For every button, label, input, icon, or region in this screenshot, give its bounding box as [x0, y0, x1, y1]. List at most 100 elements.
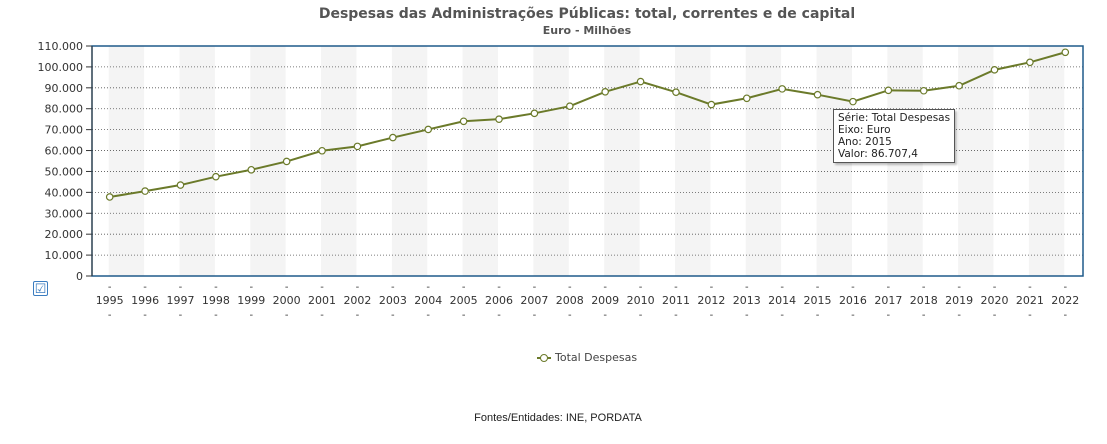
x-tick-label: 2005 [450, 294, 478, 307]
data-point [636, 77, 645, 86]
x-tick-mark: - [1028, 282, 1032, 293]
data-point [707, 100, 716, 109]
x-tick-mark: - [639, 282, 643, 293]
data-point [495, 115, 503, 123]
x-tick-mark: - [285, 310, 289, 321]
tooltip-year: Ano: 2015 [838, 136, 892, 148]
x-tick-mark: - [320, 282, 324, 293]
x-tick-label: 1995 [96, 294, 124, 307]
x-tick-label: 2007 [520, 294, 548, 307]
x-tick-mark: - [249, 310, 253, 321]
x-tick-mark: - [249, 282, 253, 293]
x-tick-mark: - [356, 282, 360, 293]
x-tick-mark: - [568, 282, 572, 293]
data-point [530, 109, 539, 118]
y-tick-label: 80.000 [45, 103, 84, 116]
data-point [282, 157, 291, 166]
x-tick-label: 2019 [945, 294, 973, 307]
plot-band [321, 46, 357, 276]
chart-subtitle: Euro - Milhões [542, 24, 632, 37]
y-tick-label: 100.000 [38, 61, 84, 74]
x-tick-mark: - [391, 310, 395, 321]
x-tick-mark: - [957, 310, 961, 321]
y-tick-label: 70.000 [45, 124, 84, 137]
y-tick-label: 0 [76, 270, 83, 283]
x-tick-label: 2013 [733, 294, 761, 307]
x-tick-mark: - [710, 282, 714, 293]
x-tick-label: 2016 [839, 294, 867, 307]
x-tick-label: 2010 [627, 294, 655, 307]
x-tick-mark: - [426, 282, 430, 293]
y-tick-label: 30.000 [45, 207, 84, 220]
x-tick-mark: - [285, 282, 289, 293]
x-tick-mark: - [1063, 310, 1067, 321]
x-tick-mark: - [851, 282, 855, 293]
data-point [105, 193, 114, 201]
x-tick-mark: - [816, 282, 820, 293]
chart-title: Despesas das Administrações Públicas: to… [318, 6, 856, 22]
x-tick-mark: - [108, 282, 112, 293]
x-tick-label: 2006 [485, 294, 513, 307]
x-tick-label: 2014 [768, 294, 796, 307]
tooltip-value: Valor: 86.707,4 [838, 148, 918, 160]
data-point [424, 125, 433, 134]
x-tick-mark: - [603, 310, 607, 321]
x-tick-label: 2020 [981, 294, 1009, 307]
x-tick-label: 2015 [804, 294, 832, 307]
data-point [884, 86, 893, 95]
data-point [247, 165, 256, 174]
x-tick-mark: - [745, 282, 749, 293]
x-tick-mark: - [497, 310, 501, 321]
data-point [778, 85, 786, 93]
x-tick-label: 1998 [202, 294, 230, 307]
x-tick-mark: - [533, 282, 537, 293]
x-tick-mark: - [497, 282, 501, 293]
y-tick-label: 50.000 [45, 165, 84, 178]
legend-label: Total Despesas [555, 351, 638, 364]
x-tick-label: 2003 [379, 294, 407, 307]
data-point [566, 102, 574, 111]
x-tick-mark: - [887, 282, 891, 293]
x-tick-mark: - [391, 282, 395, 293]
legend-marker-icon [537, 353, 551, 363]
plot-band [1028, 46, 1065, 276]
x-tick-mark: - [462, 310, 466, 321]
data-point [353, 142, 362, 151]
x-tick-mark: - [1028, 310, 1032, 321]
x-tick-mark: - [639, 310, 643, 321]
x-tick-mark: - [993, 282, 997, 293]
x-tick-mark: - [603, 282, 607, 293]
x-tick-mark: - [816, 310, 820, 321]
x-tick-label: 2012 [697, 294, 725, 307]
line-chart: 0 10.000 20.000 30.000 40.000 50.000 60.000 70.… [38, 40, 1084, 321]
data-tooltip: Série: Total Despesas Eixo: Euro Ano: 20… [833, 109, 956, 163]
data-point [955, 81, 963, 90]
series-line [109, 51, 1066, 198]
checkbox-icon[interactable]: ☑ [33, 281, 48, 297]
x-tick-mark: - [780, 310, 784, 321]
x-tick-label: 2000 [273, 294, 301, 307]
plot-band [108, 46, 145, 276]
x-tick-mark: - [143, 282, 147, 293]
data-point [459, 117, 468, 126]
x-tick-mark: - [143, 310, 147, 321]
y-tick-label: 20.000 [45, 228, 84, 241]
x-tick-label: 2018 [910, 294, 938, 307]
x-tick-mark: - [179, 282, 183, 293]
x-tick-label: 2002 [343, 294, 371, 307]
plot-band [745, 46, 782, 276]
plot-band [391, 46, 428, 276]
data-point [742, 94, 751, 103]
chart-legend[interactable]: Total Despesas [537, 351, 637, 364]
x-tick-label: 2008 [556, 294, 584, 307]
x-tick-mark: - [710, 310, 714, 321]
x-tick-label: 2009 [591, 294, 619, 307]
y-tick-label: 110.000 [38, 40, 84, 53]
data-point [1061, 48, 1070, 57]
x-tick-mark: - [533, 310, 537, 321]
x-tick-mark: - [214, 282, 218, 293]
data-point [176, 181, 185, 189]
x-tick-label: 1999 [237, 294, 265, 307]
plot-band [533, 46, 569, 276]
x-tick-mark: - [1063, 282, 1067, 293]
